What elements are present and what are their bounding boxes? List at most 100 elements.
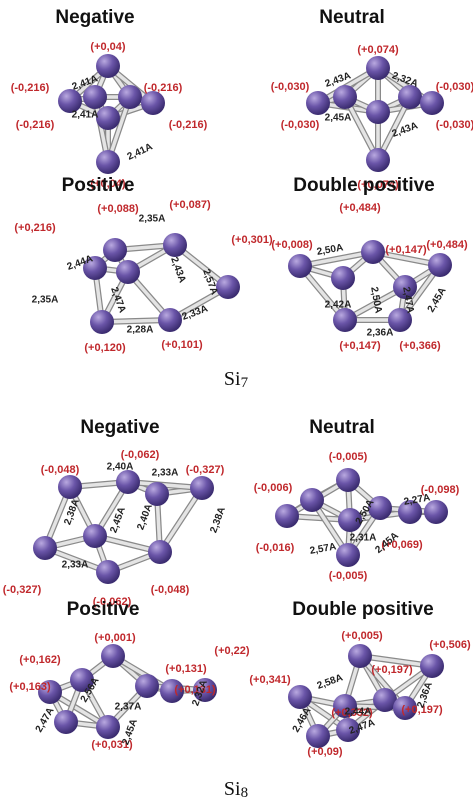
cluster-caption: Si7	[224, 368, 249, 392]
si-atom	[366, 148, 390, 172]
charge-label: (+0,506)	[429, 639, 471, 651]
bond-length-label: 2,33A	[181, 303, 210, 322]
si-atom	[216, 275, 240, 299]
charge-label: (+0,001)	[94, 632, 136, 644]
si-atom	[331, 266, 355, 290]
bond-length-label: 2,42A	[325, 300, 352, 311]
si-atom	[101, 644, 125, 668]
bond-length-label: 2,57A	[200, 268, 219, 297]
charge-label: (-0,216)	[144, 82, 183, 94]
bond-length-label: 2,31A	[350, 533, 377, 544]
charge-label: (-0,030)	[271, 81, 310, 93]
charge-label: (+0,163)	[9, 681, 51, 693]
bond-length-label: 2,38A	[208, 506, 227, 535]
bond-length-label: 2,45A	[426, 286, 449, 315]
charge-label: (+0,131)	[165, 663, 207, 675]
panel-title: Negative	[55, 7, 134, 28]
si-atom	[96, 560, 120, 584]
si-atom	[275, 504, 299, 528]
charge-label: (+0,484)	[339, 202, 381, 214]
si-atom	[141, 91, 165, 115]
si-atom	[300, 488, 324, 512]
caption-subscript: 8	[241, 785, 249, 801]
charge-label: (-0,005)	[329, 570, 368, 582]
charge-label: (+0,120)	[84, 342, 126, 354]
charge-label: (+0,162)	[19, 654, 61, 666]
bond-length-label: 2,45A	[325, 113, 352, 124]
si-atom	[158, 308, 182, 332]
bond-length-label: 2,45A	[120, 718, 139, 747]
si-atom	[96, 106, 120, 130]
si-atom	[306, 91, 330, 115]
bond-length-label: 2,35A	[139, 214, 166, 225]
panel-title: Double positive	[293, 175, 434, 196]
si-atom	[428, 253, 452, 277]
bond-length-label: 2,28A	[127, 325, 154, 336]
caption-symbol: Si	[224, 368, 241, 390]
si-atom	[96, 150, 120, 174]
charge-label: (+0,301)	[231, 234, 273, 246]
charge-label: (-0,048)	[41, 464, 80, 476]
charge-label: (-0,030)	[436, 119, 473, 131]
si-atom	[420, 91, 444, 115]
charge-label: (+0,366)	[399, 340, 441, 352]
si-atom	[420, 654, 444, 678]
si-atom	[190, 476, 214, 500]
charge-label: (+0,005)	[341, 630, 383, 642]
si-atom	[288, 685, 312, 709]
charge-label: (+0,088)	[97, 203, 139, 215]
si-atom	[361, 240, 385, 264]
charge-label: (+0,074)	[357, 44, 399, 56]
charge-label: (-0,216)	[169, 119, 208, 131]
si-atom	[398, 85, 422, 109]
si-atom	[135, 674, 159, 698]
si-atom	[366, 56, 390, 80]
panel-title: Neutral	[309, 417, 374, 438]
bond-length-label: 2,33A	[152, 468, 179, 479]
si-atom	[333, 85, 357, 109]
bond-length-label: 2,33A	[62, 560, 89, 571]
si-atom	[83, 524, 107, 548]
charge-label: (+0,087)	[169, 199, 211, 211]
si-atom	[96, 54, 120, 78]
charge-label: (-0,016)	[256, 542, 295, 554]
bond-length-label: 2,41A	[126, 142, 155, 163]
panel-title: Double positive	[292, 599, 433, 620]
si-atom	[116, 260, 140, 284]
panel-title: Negative	[80, 417, 159, 438]
charge-label: (+0,197)	[371, 664, 413, 676]
panel-title: Positive	[62, 175, 135, 196]
charge-label: (-0,030)	[281, 119, 320, 131]
si-atom	[333, 308, 357, 332]
bond-length-label: 2,50A	[368, 286, 383, 314]
charge-label: (+0,008)	[271, 239, 313, 251]
charge-label: (+0,147)	[339, 340, 381, 352]
charge-label: (+0,22)	[214, 645, 249, 657]
si-atom	[118, 85, 142, 109]
charge-label: (+0,04)	[90, 41, 125, 53]
charge-label: (+0,09)	[307, 746, 342, 758]
caption-subscript: 7	[241, 375, 249, 391]
si-atom	[336, 543, 360, 567]
charge-label: (+0,216)	[14, 222, 56, 234]
bond-length-label: 2,37A	[115, 702, 142, 713]
si-atom	[96, 715, 120, 739]
charge-label: (-0,216)	[16, 119, 55, 131]
charge-label: (-0,327)	[186, 464, 225, 476]
charge-label: (-0,006)	[254, 482, 293, 494]
bond-length-label: 2,36A	[367, 328, 394, 339]
charge-label: (+0,341)	[249, 674, 291, 686]
charge-label: (-0,327)	[3, 584, 42, 596]
bond-length-label: 2,41A	[72, 110, 99, 121]
si-atom	[83, 85, 107, 109]
si-atom	[336, 468, 360, 492]
bond-length-label: 2,47A	[34, 706, 57, 735]
si-atom	[103, 238, 127, 262]
charge-label: (+0,484)	[426, 239, 468, 251]
charge-label: (+0,147)	[385, 244, 427, 256]
si-atom	[90, 310, 114, 334]
bond-length-label: 2,44A	[345, 707, 372, 718]
charge-label: (-0,030)	[436, 81, 473, 93]
si-atom	[288, 254, 312, 278]
figure: Negative (+0,04) (-0,216) (-0,216) (-0,216) (…	[0, 0, 473, 807]
